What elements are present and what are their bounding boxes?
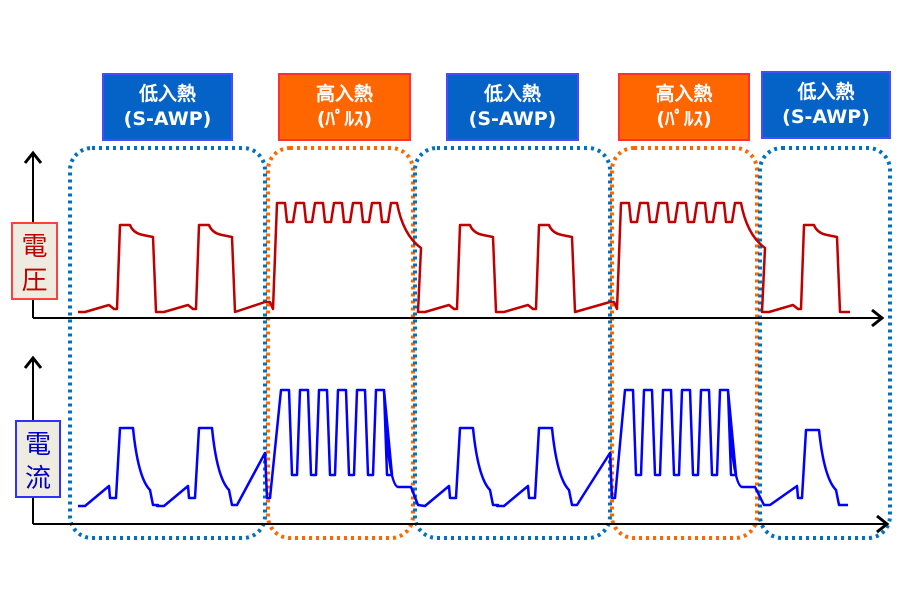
phase-sub: (S-AWP) — [468, 108, 557, 130]
label-char: 流 — [24, 464, 51, 494]
phase-sub: (ﾊﾟﾙｽ) — [316, 108, 373, 130]
label-char: 圧 — [21, 266, 48, 296]
phase-label-low-1: 低入熱 (S-AWP) — [102, 73, 233, 141]
current-waveform — [78, 388, 848, 508]
phase-label-low-3: 低入熱 (S-AWP) — [761, 71, 891, 139]
phase-title: 低入熱 — [138, 83, 196, 105]
label-char: 電 — [21, 232, 48, 262]
phase-box-high — [610, 146, 759, 540]
phase-title: 高入熱 — [315, 83, 373, 105]
phase-title: 低入熱 — [797, 81, 855, 103]
phase-sub: (ﾊﾟﾙｽ) — [656, 108, 712, 130]
phase-box-low — [413, 146, 612, 540]
phase-sub: (S-AWP) — [782, 106, 870, 128]
phase-title: 高入熱 — [655, 83, 713, 105]
phase-label-high-1: 高入熱 (ﾊﾟﾙｽ) — [278, 73, 411, 141]
current-axis-label: 電流 — [15, 420, 61, 498]
phase-title: 低入熱 — [483, 83, 541, 105]
label-char: 電 — [24, 430, 51, 460]
voltage-waveform — [78, 201, 850, 314]
phase-box-low — [68, 146, 267, 540]
phase-sub: (S-AWP) — [123, 108, 212, 130]
voltage-axis-label: 電圧 — [11, 222, 58, 300]
phase-label-high-2: 高入熱 (ﾊﾟﾙｽ) — [618, 73, 750, 141]
phase-box-low — [758, 146, 892, 540]
phase-label-low-2: 低入熱 (S-AWP) — [446, 73, 579, 141]
